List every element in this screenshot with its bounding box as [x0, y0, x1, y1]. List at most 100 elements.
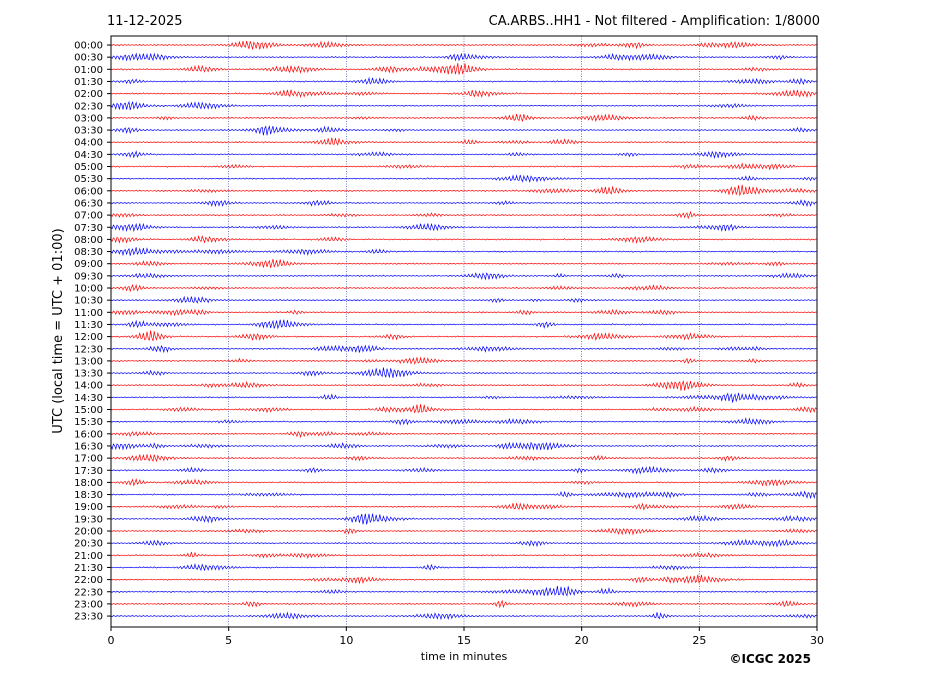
y-tick-label: 04:30 — [74, 150, 103, 161]
trace-1400 — [110, 380, 817, 391]
x-tick-label: 25 — [692, 634, 706, 647]
y-tick-label: 17:30 — [74, 466, 103, 477]
trace-1330 — [110, 367, 817, 378]
trace-1730 — [110, 465, 817, 475]
trace-0330 — [110, 125, 817, 136]
y-tick-label: 21:00 — [74, 551, 103, 562]
trace-0830 — [110, 247, 817, 257]
x-tick-labels: 0 5 10 15 20 25 30 — [108, 627, 824, 647]
y-tick-label: 19:00 — [74, 502, 103, 513]
chart-title: CA.ARBS..HH1 - Not filtered - Amplificat… — [489, 14, 820, 29]
y-tick-label: 00:00 — [74, 41, 103, 52]
y-tick-label: 01:30 — [74, 77, 103, 88]
y-tick-label: 22:00 — [74, 575, 103, 586]
y-tick-label: 17:00 — [74, 454, 103, 465]
trace-1830 — [110, 490, 817, 500]
y-tick-label: 14:00 — [74, 381, 103, 392]
seismic-traces — [110, 40, 817, 621]
y-tick-label: 05:00 — [74, 162, 103, 173]
trace-1300 — [110, 356, 817, 365]
y-tick-label: 19:30 — [74, 514, 103, 525]
x-tick-label: 15 — [457, 634, 471, 647]
y-tick-label: 06:00 — [74, 186, 103, 197]
y-tick-label: 20:00 — [74, 527, 103, 538]
trace-2030 — [110, 538, 817, 548]
x-tick-label: 0 — [108, 634, 115, 647]
y-tick-label: 23:00 — [74, 599, 103, 610]
y-tick-label: 04:00 — [74, 138, 103, 149]
y-tick-label: 09:30 — [74, 271, 103, 282]
y-tick-label: 08:00 — [74, 235, 103, 246]
y-tick-label: 07:30 — [74, 223, 103, 234]
trace-0730 — [110, 222, 817, 233]
trace-0530 — [110, 174, 817, 184]
date-label: 11-12-2025 — [107, 14, 183, 29]
trace-2200 — [110, 574, 817, 585]
trace-0400 — [110, 137, 817, 146]
y-tick-label: 15:30 — [74, 417, 103, 428]
y-tick-label: 11:30 — [74, 320, 103, 331]
x-tick-label: 30 — [810, 634, 824, 647]
trace-2100 — [110, 551, 817, 559]
y-tick-label: 21:30 — [74, 563, 103, 574]
y-tick-label: 23:30 — [74, 612, 103, 623]
x-tick-label: 5 — [225, 634, 232, 647]
y-tick-label: 11:00 — [74, 308, 103, 319]
trace-2230 — [110, 585, 817, 597]
trace-0430 — [110, 150, 817, 160]
y-axis-label: UTC (local time = UTC + 01:00) — [51, 228, 66, 433]
y-tick-label: 02:30 — [74, 101, 103, 112]
trace-1700 — [110, 453, 817, 463]
trace-0500 — [110, 162, 817, 171]
y-tick-label: 13:30 — [74, 369, 103, 380]
trace-0630 — [110, 199, 817, 208]
trace-1030 — [110, 295, 817, 304]
trace-0930 — [110, 272, 817, 281]
trace-0230 — [110, 100, 817, 111]
y-tick-label: 07:00 — [74, 211, 103, 222]
y-tick-label: 12:30 — [74, 344, 103, 355]
trace-2130 — [110, 563, 817, 572]
trace-0000 — [110, 40, 817, 50]
trace-1130 — [110, 319, 817, 330]
y-tick-label: 08:30 — [74, 247, 103, 258]
y-tick-label: 02:00 — [74, 89, 103, 100]
y-tick-label: 00:30 — [74, 53, 103, 64]
y-tick-label: 16:30 — [74, 441, 103, 452]
y-tick-label: 16:00 — [74, 429, 103, 440]
x-axis-label: time in minutes — [421, 650, 508, 663]
trace-0100 — [110, 63, 817, 75]
y-tick-label: 14:30 — [74, 393, 103, 404]
trace-0900 — [110, 258, 817, 268]
trace-0800 — [110, 234, 817, 244]
y-tick-label: 12:00 — [74, 332, 103, 343]
trace-1800 — [110, 478, 817, 487]
trace-1600 — [110, 430, 817, 439]
y-tick-label: 01:00 — [74, 65, 103, 76]
y-tick-label: 09:00 — [74, 259, 103, 270]
trace-0030 — [110, 52, 817, 62]
trace-0700 — [110, 210, 817, 220]
x-gridlines — [228, 36, 700, 627]
y-tick-label: 13:00 — [74, 356, 103, 367]
trace-1530 — [110, 417, 817, 426]
trace-1630 — [110, 441, 817, 451]
y-tick-label: 05:30 — [74, 174, 103, 185]
y-tick-label: 18:00 — [74, 478, 103, 489]
x-tick-label: 10 — [339, 634, 353, 647]
y-tick-label: 10:30 — [74, 296, 103, 307]
y-tick-label: 10:00 — [74, 284, 103, 295]
trace-1430 — [110, 392, 817, 403]
trace-1500 — [110, 404, 817, 414]
y-tick-label: 06:30 — [74, 198, 103, 209]
y-tick-label: 18:30 — [74, 490, 103, 501]
trace-1930 — [110, 513, 817, 525]
trace-2000 — [110, 527, 817, 536]
copyright-label: ©ICGC 2025 — [729, 652, 811, 666]
trace-0600 — [110, 184, 817, 197]
trace-1230 — [110, 344, 817, 354]
trace-0300 — [110, 113, 817, 123]
trace-0200 — [110, 89, 817, 99]
trace-1100 — [110, 308, 817, 317]
